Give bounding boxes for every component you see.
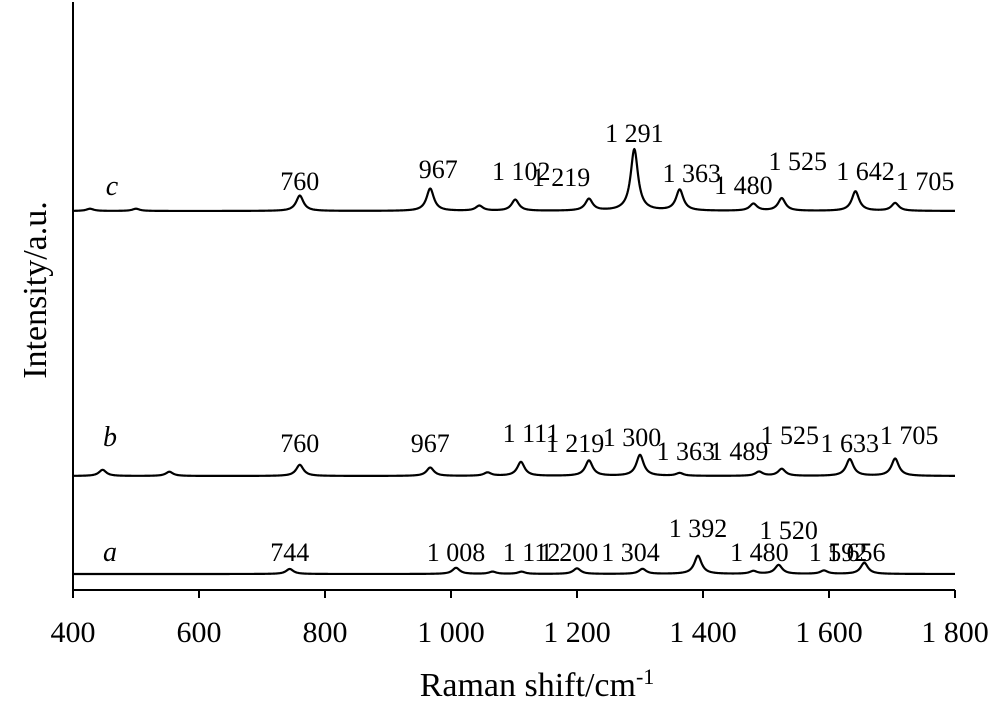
x-tick-label: 600 xyxy=(177,616,222,649)
peak-label: 744 xyxy=(270,538,309,567)
peak-label: 1 291 xyxy=(605,119,664,148)
peak-label: 1 705 xyxy=(896,167,955,196)
x-ticks xyxy=(72,590,956,598)
peak-label: 1 112 xyxy=(503,538,561,567)
peak-label: 1 656 xyxy=(827,538,886,567)
peak-label: 1 008 xyxy=(427,538,486,567)
peak-label: 1 300 xyxy=(603,423,662,452)
peak-label: 1 480 xyxy=(714,171,773,200)
peak-label: 1 642 xyxy=(836,157,895,186)
x-tick-label: 400 xyxy=(51,616,96,649)
peak-label: 1 304 xyxy=(601,538,660,567)
series-label-c: c xyxy=(106,171,119,202)
x-tick-label: 1 000 xyxy=(417,616,485,649)
series-label-b: b xyxy=(103,422,117,453)
x-tick-label: 800 xyxy=(303,616,348,649)
peak-label: 760 xyxy=(280,429,319,458)
peak-label: 1 520 xyxy=(759,516,818,545)
peak-label: 1 489 xyxy=(710,437,769,466)
spectrum-b xyxy=(72,453,956,478)
peak-label: 760 xyxy=(280,167,319,196)
x-tick-label: 1 200 xyxy=(543,616,611,649)
peak-label: 1 525 xyxy=(769,147,828,176)
peak-label: 1 705 xyxy=(880,421,939,450)
peak-label: 967 xyxy=(419,155,458,184)
x-tick-label: 1 400 xyxy=(669,616,737,649)
peak-label: 967 xyxy=(411,429,450,458)
x-tick-labels: 400 600 800 1 000 1 200 1 400 1 600 1 800 xyxy=(51,616,989,649)
peak-label: 1 480 xyxy=(730,538,789,567)
peak-label: 1 363 xyxy=(656,437,715,466)
series-label-a: a xyxy=(103,537,117,568)
peak-label: 1 111 xyxy=(503,419,560,448)
peak-label: 1 363 xyxy=(662,159,721,188)
peak-label: 1 102 xyxy=(492,157,551,186)
peak-label: 1 392 xyxy=(669,514,728,543)
peak-label: 1 219 xyxy=(532,163,591,192)
peak-label: 1 525 xyxy=(761,421,820,450)
peak-label: 1 592 xyxy=(809,538,868,567)
spectrum-a xyxy=(72,554,956,576)
spectra xyxy=(72,147,956,576)
spectrum-c xyxy=(72,147,956,213)
peak-label: 1 219 xyxy=(546,429,605,458)
x-tick-label: 1 600 xyxy=(795,616,863,649)
x-axis-title: Raman shift/cm-1 xyxy=(420,664,655,704)
peak-label: 1 633 xyxy=(821,429,880,458)
x-tick-label: 1 800 xyxy=(921,616,989,649)
y-axis-title: Intensity/a.u. xyxy=(17,201,54,379)
peak-label: 1 200 xyxy=(540,538,599,567)
series-labels: a b c xyxy=(103,171,119,568)
